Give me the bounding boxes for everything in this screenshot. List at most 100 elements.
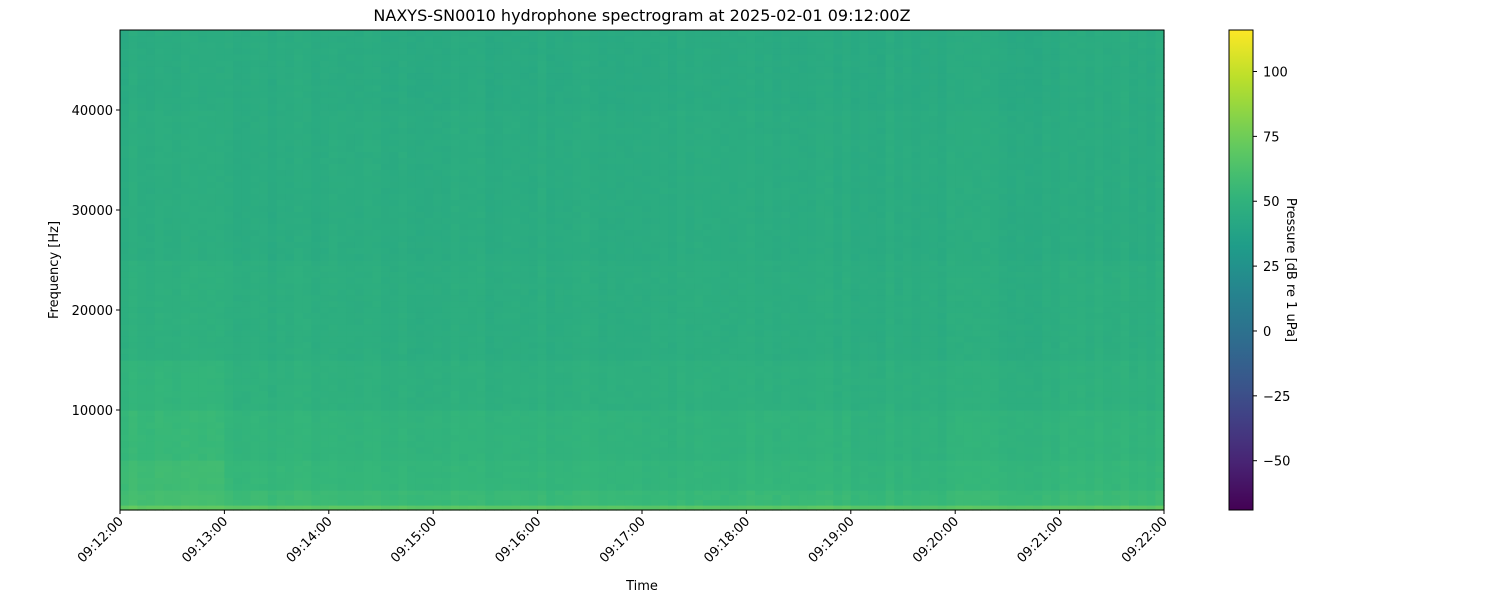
- heatmap-cell: [207, 271, 217, 279]
- heatmap-cell: [224, 330, 234, 338]
- heatmap-cell: [937, 265, 948, 273]
- heatmap-cell: [903, 289, 913, 296]
- heatmap-cell: [702, 312, 713, 320]
- heatmap-cell: [476, 265, 486, 273]
- heatmap-cell: [581, 324, 591, 332]
- heatmap-cell: [755, 372, 765, 380]
- heatmap-cell: [450, 428, 460, 436]
- heatmap-cell: [981, 342, 991, 349]
- heatmap-cell: [711, 460, 721, 467]
- heatmap-cell: [824, 372, 834, 380]
- heatmap-cell: [894, 500, 904, 506]
- heatmap-cell: [537, 466, 547, 473]
- heatmap-cell: [354, 472, 365, 479]
- heatmap-cell: [154, 410, 165, 417]
- heatmap-cell: [476, 484, 486, 491]
- heatmap-cell: [1033, 342, 1043, 349]
- heatmap-cell: [250, 466, 260, 473]
- heatmap-cell: [1103, 312, 1113, 320]
- heatmap-cell: [276, 330, 286, 338]
- heatmap-cell: [685, 453, 695, 461]
- heatmap-cell: [172, 484, 182, 491]
- heatmap-cell: [511, 484, 521, 491]
- heatmap-cell: [1016, 324, 1026, 332]
- heatmap-cell: [1155, 478, 1165, 485]
- heatmap-cell: [589, 460, 600, 467]
- heatmap-cell: [241, 318, 252, 326]
- heatmap-cell: [433, 324, 443, 332]
- heatmap-cell: [450, 472, 460, 479]
- heatmap-cell: [320, 391, 330, 399]
- heatmap-cell: [494, 312, 504, 320]
- heatmap-cell: [598, 330, 608, 338]
- heatmap-cell: [154, 385, 165, 392]
- heatmap-cell: [372, 403, 382, 411]
- heatmap-cell: [502, 403, 513, 411]
- heatmap-cell: [798, 416, 808, 424]
- heatmap-cell: [459, 428, 469, 436]
- heatmap-cell: [250, 428, 260, 436]
- heatmap-cell: [537, 403, 547, 411]
- heatmap-cell: [607, 372, 617, 380]
- heatmap-cell: [1077, 366, 1087, 374]
- heatmap-cell: [563, 472, 573, 479]
- heatmap-cell: [798, 372, 808, 380]
- heatmap-cell: [224, 460, 234, 467]
- heatmap-cell: [763, 441, 774, 449]
- heatmap-cell: [320, 460, 330, 467]
- heatmap-cell: [946, 385, 956, 392]
- heatmap-cell: [1042, 295, 1052, 302]
- heatmap-cell: [555, 472, 565, 479]
- heatmap-cell: [485, 484, 495, 491]
- heatmap-cell: [694, 422, 704, 430]
- heatmap-cell: [946, 330, 956, 338]
- heatmap-cell: [163, 366, 173, 374]
- heatmap-cell: [215, 260, 225, 267]
- heatmap-cell: [1146, 466, 1156, 473]
- heatmap-cell: [389, 428, 399, 436]
- heatmap-cell: [381, 416, 391, 424]
- heatmap-cell: [755, 428, 765, 436]
- heatmap-cell: [233, 277, 243, 285]
- heatmap-cell: [285, 372, 295, 380]
- heatmap-cell: [198, 348, 208, 355]
- heatmap-cell: [1033, 422, 1043, 430]
- heatmap-cell: [998, 277, 1008, 285]
- heatmap-cell: [1042, 416, 1052, 424]
- heatmap-cell: [154, 342, 165, 349]
- heatmap-cell: [537, 460, 547, 467]
- heatmap-cell: [546, 360, 556, 367]
- heatmap-cell: [955, 472, 965, 479]
- heatmap-cell: [146, 324, 156, 332]
- heatmap-cell: [302, 378, 312, 386]
- heatmap-cell: [911, 460, 921, 467]
- heatmap-cell: [267, 397, 278, 405]
- heatmap-cell: [685, 277, 695, 285]
- heatmap-cell: [354, 397, 365, 405]
- heatmap-cell: [694, 385, 704, 392]
- heatmap-cell: [241, 342, 252, 349]
- heatmap-cell: [746, 495, 756, 501]
- heatmap-cell: [990, 301, 1000, 308]
- heatmap-cell: [598, 410, 608, 417]
- heatmap-cell: [711, 472, 721, 479]
- heatmap-cell: [711, 397, 721, 405]
- heatmap-cell: [1042, 422, 1052, 430]
- heatmap-cell: [485, 495, 495, 501]
- heatmap-cell: [398, 403, 408, 411]
- heatmap-cell: [381, 354, 391, 361]
- heatmap-cell: [833, 422, 843, 430]
- heatmap-cell: [598, 360, 608, 367]
- heatmap-cell: [607, 301, 617, 308]
- heatmap-cell: [502, 277, 513, 285]
- heatmap-cell: [581, 453, 591, 461]
- heatmap-cell: [146, 283, 156, 291]
- heatmap-cell: [746, 260, 756, 267]
- heatmap-cell: [172, 336, 182, 343]
- heatmap-cell: [1094, 490, 1104, 496]
- heatmap-cell: [311, 505, 321, 511]
- heatmap-cell: [668, 312, 678, 320]
- heatmap-cell: [468, 416, 478, 424]
- heatmap-cell: [946, 265, 956, 273]
- heatmap-cell: [685, 378, 695, 386]
